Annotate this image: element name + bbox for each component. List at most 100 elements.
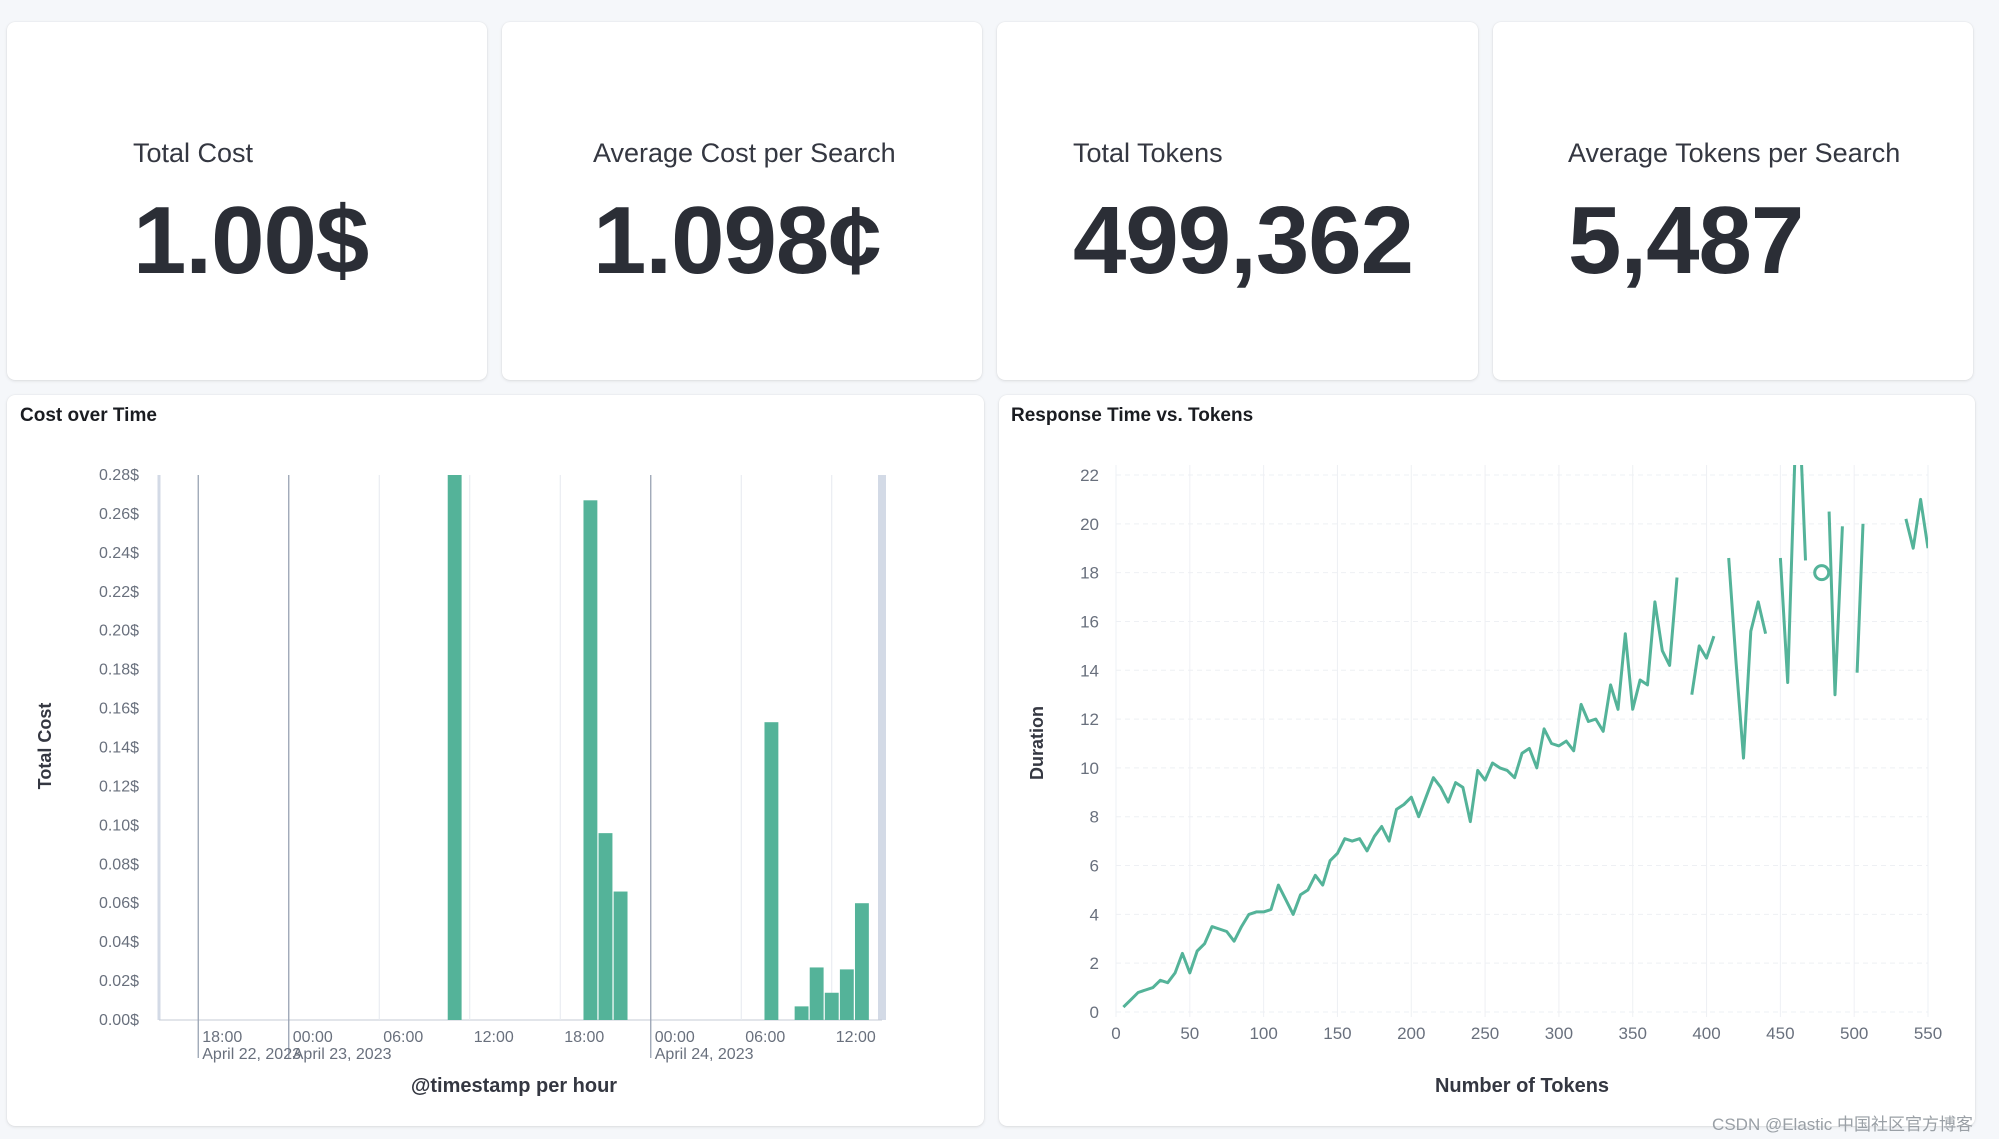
y-tick-label: 8 (1090, 808, 1099, 827)
response-time-panel: Response Time vs. Tokens 0 2 4 6 8 10 12 14 16 18… (999, 395, 1975, 1126)
x-tick-label: 350 (1619, 1024, 1647, 1043)
x-tick-label: 550 (1914, 1024, 1942, 1043)
y-tick-label: 0.04$ (99, 934, 139, 951)
x-tick-label: 300 (1545, 1024, 1573, 1043)
y-tick-label: 0.16$ (99, 701, 139, 718)
y-tick-label: 0.12$ (99, 778, 139, 795)
metric-label: Total Cost (133, 138, 254, 168)
line-segment (1827, 511, 1844, 697)
x-tick-label: 18:00 (564, 1029, 604, 1046)
metric-label: Total Tokens (1073, 138, 1223, 168)
data-point (1813, 564, 1831, 582)
bar (809, 967, 824, 1020)
bar (764, 722, 779, 1020)
x-tick-label: 00:00 (293, 1029, 333, 1046)
bar-series (447, 475, 869, 1020)
metric-panel-average-cost: Average Cost per Search 1.098¢ (502, 22, 982, 380)
cost-over-time-chart[interactable]: 0.00$ 0.02$ 0.04$ 0.06$ 0.08$ 0.10$ 0.12$ 0.14$… (7, 395, 984, 1126)
x-tick-label: 500 (1840, 1024, 1868, 1043)
y-tick-label: 6 (1090, 857, 1099, 876)
y-tick-label: 16 (1080, 612, 1099, 631)
line-segment (1690, 635, 1716, 695)
y-tick-label: 10 (1080, 759, 1099, 778)
metric-label: Average Cost per Search (593, 138, 896, 168)
line-segment (1904, 497, 1928, 550)
y-tick-label: 20 (1080, 515, 1099, 534)
x-axis-ticks: 0 50 100 150 200 250 300 350 400 450 500 550 (1111, 1024, 1942, 1043)
bar (824, 992, 839, 1020)
y-axis-ticks: 0.00$ 0.02$ 0.04$ 0.06$ 0.08$ 0.10$ 0.12$ 0.14$… (99, 467, 139, 1029)
chart-title: Response Time vs. Tokens (1011, 405, 1254, 426)
response-time-chart[interactable]: 0 2 4 6 8 10 12 14 16 18 20 22 0 50 100 150 200 250 300 35… (999, 395, 1975, 1126)
line-segment (1122, 577, 1679, 1009)
y-tick-label: 18 (1080, 564, 1099, 583)
y-tick-label: 0.20$ (99, 623, 139, 640)
x-tick-date-label: April 22, 2023 (202, 1046, 301, 1063)
y-tick-label: 14 (1080, 661, 1099, 680)
x-tick-label: 200 (1397, 1024, 1425, 1043)
y-tick-label: 0.08$ (99, 856, 139, 873)
y-axis-label: Total Cost (35, 703, 55, 790)
y-tick-label: 0.28$ (99, 467, 139, 484)
bar (839, 969, 854, 1020)
x-tick-label: 12:00 (836, 1029, 876, 1046)
y-tick-label: 0.22$ (99, 584, 139, 601)
y-tick-label: 0.06$ (99, 895, 139, 912)
x-tick-label: 150 (1323, 1024, 1351, 1043)
metric-value: 1.00$ (133, 187, 369, 294)
y-tick-label: 0.18$ (99, 662, 139, 679)
chart-grid (1115, 465, 1929, 1017)
x-tick-label: 12:00 (474, 1029, 514, 1046)
y-tick-label: 4 (1090, 905, 1099, 924)
x-axis-label: @timestamp per hour (411, 1075, 617, 1097)
y-tick-label: 12 (1080, 710, 1099, 729)
x-tick-date-label: April 23, 2023 (293, 1046, 392, 1063)
y-tick-label: 0.10$ (99, 817, 139, 834)
line-segment (1855, 523, 1865, 673)
bar (794, 1006, 809, 1020)
y-tick-label: 0.26$ (99, 506, 139, 523)
y-tick-label: 0.24$ (99, 545, 139, 562)
line-series (1122, 465, 1928, 1009)
line-segment (1778, 465, 1807, 684)
metric-panel-total-tokens: Total Tokens 499,362 (997, 22, 1478, 380)
y-tick-label: 0.02$ (99, 973, 139, 990)
y-tick-label: 0.14$ (99, 740, 139, 757)
bar (854, 903, 869, 1020)
metric-value: 499,362 (1073, 187, 1414, 294)
chart-title: Cost over Time (20, 405, 157, 426)
x-tick-label: 06:00 (745, 1029, 785, 1046)
bar (613, 891, 628, 1020)
bar (583, 500, 598, 1020)
metric-label: Average Tokens per Search (1568, 138, 1901, 168)
x-tick-label: 400 (1692, 1024, 1720, 1043)
watermark: CSDN @Elastic 中国社区官方博客 (1712, 1115, 1973, 1134)
line-segment (1727, 557, 1768, 760)
x-tick-label: 50 (1180, 1024, 1199, 1043)
bar (447, 475, 462, 1020)
x-tick-label: 00:00 (655, 1029, 695, 1046)
x-tick-label: 18:00 (202, 1029, 242, 1046)
cost-over-time-panel: Cost over Time 0.00$ 0.02$ 0.04$ 0.06$ 0.08$… (7, 395, 984, 1126)
x-tick-label: 450 (1766, 1024, 1794, 1043)
x-tick-label: 0 (1111, 1024, 1120, 1043)
metric-panel-total-cost: Total Cost 1.00$ (7, 22, 487, 380)
y-axis-label: Duration (1027, 706, 1047, 780)
chart-grid (157, 475, 886, 1058)
y-axis-ticks: 0 2 4 6 8 10 12 14 16 18 20 22 (1080, 466, 1099, 1022)
x-tick-label: 100 (1249, 1024, 1277, 1043)
y-tick-label: 2 (1090, 954, 1099, 973)
y-tick-label: 0 (1090, 1003, 1099, 1022)
x-axis-label: Number of Tokens (1435, 1075, 1609, 1097)
metric-value: 5,487 (1568, 187, 1804, 294)
x-tick-label: 06:00 (383, 1029, 423, 1046)
point-series (1813, 564, 1831, 582)
bar (598, 833, 613, 1020)
metric-panel-average-tokens: Average Tokens per Search 5,487 (1493, 22, 1973, 380)
y-tick-label: 0.00$ (99, 1012, 139, 1029)
x-tick-label: 250 (1471, 1024, 1499, 1043)
metric-value: 1.098¢ (593, 187, 882, 294)
x-tick-date-label: April 24, 2023 (655, 1046, 754, 1063)
y-tick-label: 22 (1080, 466, 1099, 485)
